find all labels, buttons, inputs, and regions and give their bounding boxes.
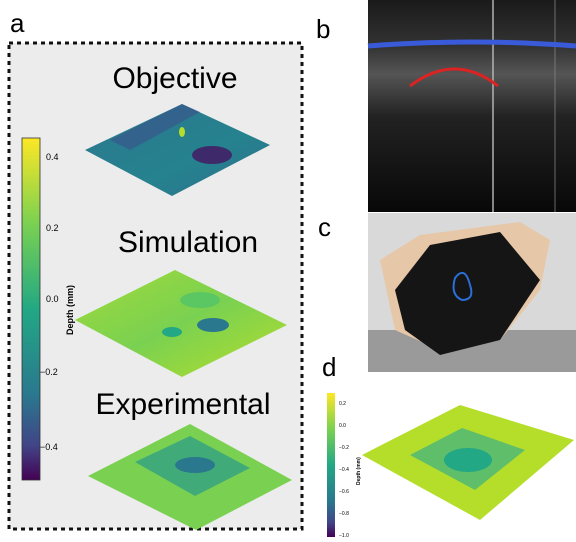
tick-label: 0.2 <box>46 223 59 233</box>
tick-label: −1.0 <box>339 533 349 539</box>
oct-image <box>368 0 576 212</box>
panel-title: Objective <box>112 62 237 95</box>
tick-label: −0.4 <box>339 467 349 473</box>
tick-label: 0.0 <box>339 423 346 429</box>
surface-feature <box>175 457 215 473</box>
tick-label: −0.2 <box>40 367 58 377</box>
colorbar-label: Depth (mm) <box>356 457 362 485</box>
surface-feature <box>197 318 229 332</box>
surface-feature <box>444 448 492 472</box>
panel-title: Experimental <box>95 388 270 421</box>
panel-label: d <box>322 352 336 382</box>
colorbar <box>22 138 40 480</box>
tick-label: −0.8 <box>339 511 349 517</box>
surface-peak <box>179 127 185 137</box>
panel-label: a <box>10 8 25 38</box>
colorbar-label: Depth (mm) <box>65 285 75 335</box>
panel-label: c <box>318 212 331 242</box>
tick-label: −0.6 <box>339 489 349 495</box>
surface-feature <box>180 292 220 308</box>
tick-label: −0.4 <box>40 442 58 452</box>
colorbar <box>327 393 335 537</box>
tick-label: −0.2 <box>339 445 349 451</box>
figure: a 0.4 0.2 0.0 −0.2 −0.4 Depth (mm) Objec… <box>0 0 576 542</box>
surface-feature <box>162 327 182 337</box>
panel-title: Simulation <box>118 226 258 259</box>
tick-label: 0.0 <box>46 294 59 304</box>
surface-pit <box>192 146 232 164</box>
tick-label: 0.2 <box>339 401 346 407</box>
colorbar-ticks: 0.2 0.0 −0.2 −0.4 −0.6 −0.8 −1.0 <box>339 401 349 539</box>
panel-label: b <box>316 14 330 44</box>
tick-label: 0.4 <box>46 152 59 162</box>
